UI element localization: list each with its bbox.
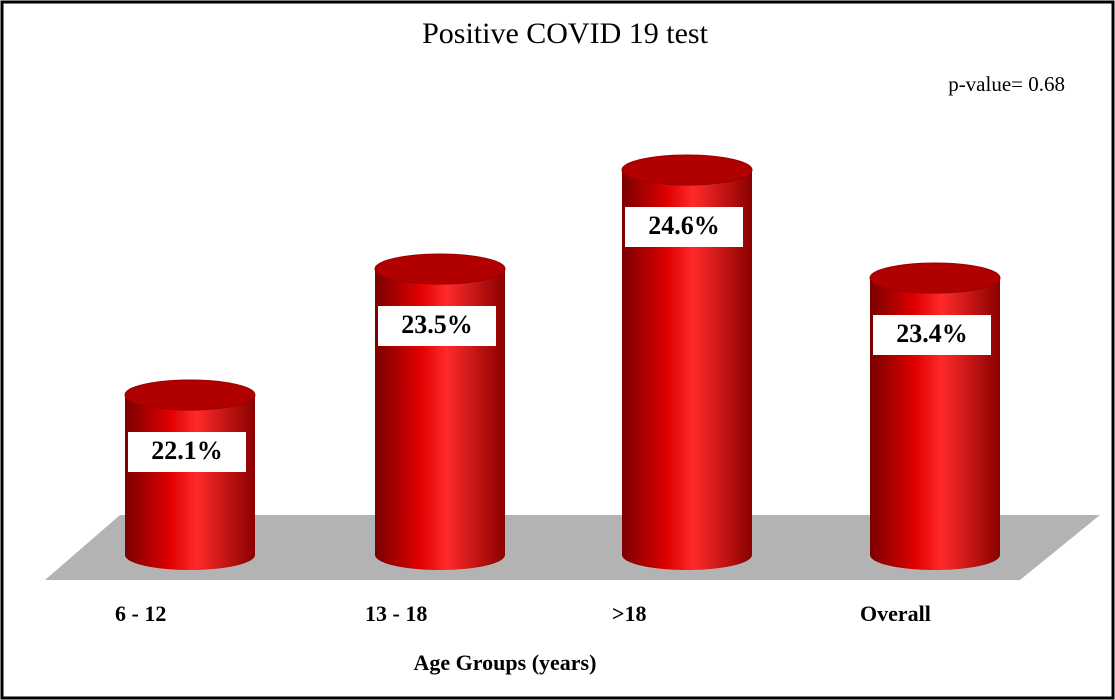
x-tick-label: 13 - 18 — [365, 601, 427, 626]
cylinder-top — [374, 253, 506, 285]
value-label-box — [873, 315, 991, 355]
x-axis-title: Age Groups (years) — [414, 650, 597, 675]
value-label-box — [378, 306, 496, 346]
x-tick-label: Overall — [860, 601, 931, 626]
cylinder-top — [124, 379, 256, 411]
cylinder-body — [125, 395, 255, 570]
cylinder-body — [622, 170, 752, 570]
annotation: p-value= 0.68 — [948, 72, 1065, 96]
cylinder-top — [621, 154, 753, 186]
floor — [45, 515, 1100, 580]
x-tick-label: >18 — [612, 601, 647, 626]
value-label-box — [625, 207, 743, 247]
chart-title: Positive COVID 19 test — [422, 17, 709, 50]
x-tick-label: 6 - 12 — [115, 601, 166, 626]
value-label: 24.6% — [648, 211, 720, 240]
value-label-box — [128, 432, 246, 472]
cylinder-top — [869, 262, 1001, 294]
value-label: 23.5% — [401, 310, 473, 339]
value-label: 22.1% — [151, 436, 223, 465]
value-label: 23.4% — [896, 319, 968, 348]
